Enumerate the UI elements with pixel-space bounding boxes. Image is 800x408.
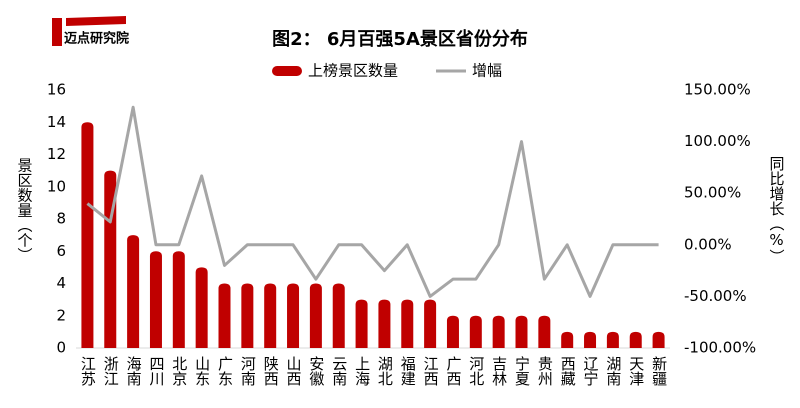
bar [104, 170, 117, 348]
x-tick-label: 河南 [239, 356, 257, 386]
x-tick-label: 新疆 [650, 356, 668, 386]
bar [218, 283, 231, 348]
bar [149, 251, 162, 348]
x-tick-label: 江西 [422, 356, 440, 386]
logo: 迈点研究院 [52, 16, 129, 47]
y-tick-label: 12 [47, 145, 66, 163]
line [86, 105, 659, 298]
y2-tick-label: 0.00% [684, 235, 732, 253]
chart-title: 图2： 6月百强5A景区省份分布 [272, 28, 528, 50]
bar [241, 283, 254, 348]
logo-icon [66, 16, 126, 26]
bar [492, 315, 505, 348]
x-tick-label: 西藏 [559, 356, 577, 387]
y2-tick-label: 150.00% [684, 81, 751, 99]
bar [378, 299, 391, 348]
x-tick-label: 湖南 [604, 356, 622, 386]
y-tick-label: 4 [56, 274, 66, 292]
bar [606, 331, 619, 348]
bar [538, 315, 551, 348]
y-tick-label: 2 [56, 306, 66, 324]
bar [81, 122, 94, 348]
x-tick-label: 江苏 [79, 356, 97, 387]
y2-tick-label: -50.00% [684, 287, 747, 305]
y-tick-label: 14 [47, 113, 66, 131]
x-tick-label: 宁夏 [513, 356, 531, 386]
x-tick-label: 湖北 [376, 356, 394, 386]
x-tick-label: 北京 [170, 356, 188, 387]
bar [401, 299, 414, 348]
y2-tick-label: 100.00% [684, 132, 751, 150]
x-tick-label: 辽宁 [582, 356, 600, 386]
bar [309, 283, 322, 348]
bar [264, 283, 277, 348]
bar [172, 251, 185, 348]
x-tick-label: 广东 [216, 356, 234, 386]
logo-icon [52, 18, 62, 46]
x-tick-label: 贵州 [536, 356, 554, 386]
bar [424, 299, 437, 348]
y-tick-label: 10 [47, 177, 66, 195]
bar [355, 299, 368, 348]
x-tick-label: 云南 [330, 356, 348, 386]
bar [584, 331, 597, 348]
y2-axis-label: 同比增长（%） [768, 156, 786, 264]
bar [287, 283, 300, 348]
bar [469, 315, 482, 348]
x-tick-label: 浙江 [102, 356, 120, 386]
bar [515, 315, 528, 348]
bar [652, 331, 665, 348]
bar [332, 283, 345, 348]
bar [446, 315, 459, 348]
y-tick-label: 6 [56, 242, 66, 260]
x-tick-label: 吉林 [490, 356, 508, 386]
brand: 迈点研究院 [64, 31, 129, 47]
legend-swatch [272, 66, 302, 76]
y2-tick-label: 50.00% [684, 184, 741, 202]
x-tick-label: 山东 [193, 356, 211, 386]
x-tick-label: 陕西 [262, 356, 280, 386]
legend-label: 上榜景区数量 [308, 62, 398, 80]
bar [561, 331, 574, 348]
y2-tick-label: -100.00% [684, 339, 756, 357]
x-tick-label: 天津 [627, 356, 645, 386]
x-tick-label: 山西 [285, 356, 303, 386]
y-tick-label: 8 [56, 210, 66, 228]
x-tick-label: 福建 [399, 356, 417, 386]
bar [127, 235, 140, 348]
x-tick-label: 海南 [125, 356, 143, 386]
bar [629, 331, 642, 348]
y-tick-label: 0 [56, 339, 66, 357]
bar [195, 267, 208, 348]
y-tick-label: 16 [47, 81, 66, 99]
x-tick-label: 安徽 [307, 356, 325, 386]
y-axis-label: 景区数量（个） [16, 158, 34, 263]
x-tick-label: 四川 [147, 356, 165, 386]
legend-label: 增幅 [472, 62, 502, 80]
x-tick-label: 河北 [467, 356, 485, 386]
x-tick-label: 上海 [353, 356, 371, 386]
x-tick-label: 广西 [444, 356, 462, 386]
